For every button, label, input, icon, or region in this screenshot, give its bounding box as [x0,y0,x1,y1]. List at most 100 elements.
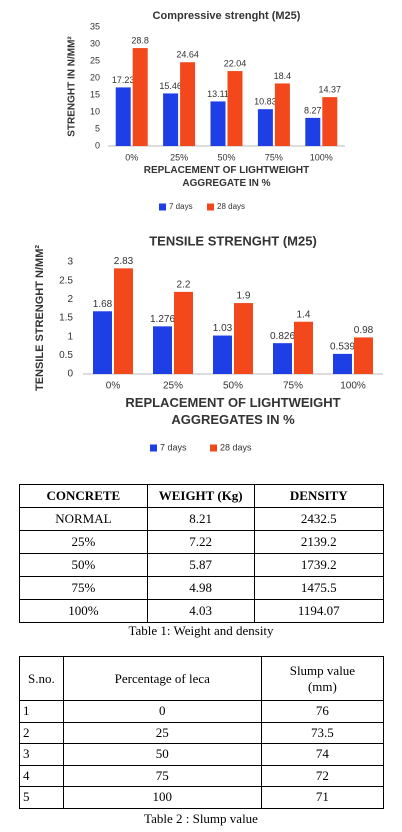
y-tick-label: 15 [90,89,100,99]
cell: 50% [19,553,148,577]
data-label: 28.8 [131,35,149,45]
bar [333,353,352,374]
data-label: 1.68 [93,299,113,310]
cell: 2 [19,721,64,744]
cell: 7.22 [146,530,255,554]
bar [114,268,133,374]
bar [294,321,313,374]
bar [234,303,253,374]
cell: 4 [19,764,64,787]
x-tick-label: 75% [265,152,283,162]
row: NORMAL 8.21 2432.5 [19,507,385,531]
data-label: 2.2 [177,280,191,291]
data-label: 22.04 [224,58,247,68]
bar [274,83,290,146]
data-label: 1.4 [297,309,311,320]
data-label: 18.4 [274,71,292,81]
cell: 72 [260,764,385,787]
y-tick-label: 25 [90,55,100,65]
bar [213,335,232,374]
row: 4 75 72 [19,764,385,787]
chart-title: Compressive strenght (M25) [153,10,301,22]
cell: 1739.2 [253,553,385,577]
y-tick-label: 1 [67,331,73,342]
x-tick-label: 100% [310,152,333,162]
data-label: 8.27 [304,105,322,115]
table-caption: Table 1: Weight and density [128,623,274,638]
y-axis-label: TENSILE STRENGHT N/MM² [34,245,46,391]
x-tick-label: 25% [163,381,183,392]
cell: 2139.2 [253,530,385,554]
bar [210,101,226,146]
x-axis-label: REPLACEMENT OF LIGHTWEIGHT AGGREGATE IN … [143,165,310,189]
row: 3 50 74 [19,743,385,766]
y-tick-label: 2 [67,294,73,305]
header-row: S.no. Percentage of leca Slump value (mm) [19,656,385,701]
bar [163,93,179,146]
row: 100% 4.03 1194.07 [19,599,385,623]
table: S.no. Percentage of leca Slump value (mm) 1… [19,656,385,809]
data-label: 14.37 [319,85,342,95]
y-tick-label: 0 [67,369,73,380]
cell: 0 [62,700,262,723]
charts: Compressive strenght (M25)05101520253035… [34,10,383,452]
x-axis-label: REPLACEMENT OF LIGHTWEIGHT AGGREGATES IN… [125,395,341,427]
cell: 25 [62,721,262,744]
y-axis-label: STRENGHT IN N/MM² [67,36,78,137]
row: 50% 5.87 1739.2 [19,553,385,577]
data-label: 1.9 [237,291,251,302]
data-label: 0.826 [270,331,295,342]
bar [180,62,196,146]
header-text: CONCRETE [46,488,121,503]
y-tick-label: 5 [95,123,100,133]
legend-label: 7 days [169,202,193,211]
cell: 75 [62,764,262,787]
legend-swatch [150,444,157,452]
data-label: 13.11 [207,89,229,99]
x-tick-label: 25% [170,152,188,162]
data-label: 1.276 [150,314,175,325]
cell: 75% [19,576,148,600]
legend-label: 7 days [160,442,187,452]
data-label: 24.64 [176,50,199,60]
bar [132,48,148,146]
row: 5 100 71 [19,786,385,809]
cell: 74 [260,743,385,766]
row: 75% 4.98 1475.5 [19,576,385,600]
data-label: 15.46 [159,81,182,91]
cell: 4.03 [146,599,255,623]
legend-swatch [207,203,214,211]
header-cell: Slump value (mm) [260,656,385,701]
y-tick-label: 30 [90,38,100,48]
bar [93,311,112,374]
cell: 100 [62,786,262,809]
cell: 25% [19,530,148,554]
cell: 76 [260,700,385,723]
bar [257,109,273,146]
header-text: S.no. [27,670,55,686]
legend-label: 28 days [217,202,245,211]
bar [115,87,131,146]
cell: 5 [19,786,64,809]
legend-label: 28 days [220,442,252,452]
header-text: Slump value (mm) [289,662,356,694]
header-text: Percentage of leca [114,670,210,686]
header-cell: DENSITY [253,484,385,508]
header-text: WEIGHT (Kg) [158,488,243,503]
chart-title: TENSILE STRENGHT (M25) [149,233,317,248]
cell: 50 [62,743,262,766]
y-tick-label: 20 [90,72,100,82]
cell: 1 [19,700,64,723]
bar [153,326,172,374]
data-label: 17.23 [112,75,135,85]
y-tick-label: 0 [95,140,100,150]
data-label: 0.98 [354,325,374,336]
x-tick-label: 75% [283,381,303,392]
legend-swatch [159,203,166,211]
cell: 4.98 [146,576,255,600]
bar [305,117,321,146]
cell: 71 [260,786,385,809]
x-tick-label: 0% [125,152,138,162]
cell: 73.5 [260,721,385,744]
